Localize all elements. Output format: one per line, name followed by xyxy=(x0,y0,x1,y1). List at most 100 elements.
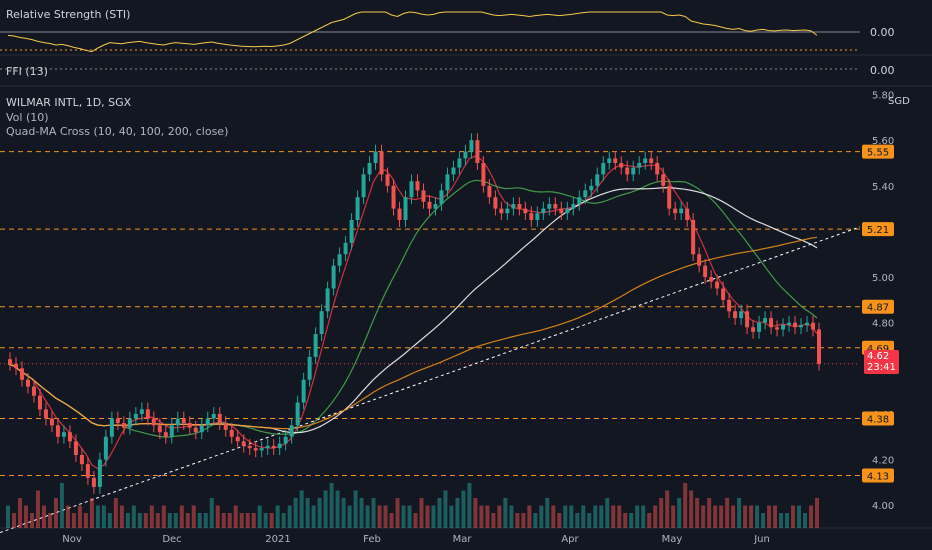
level-tag-label: 5.21 xyxy=(867,225,889,236)
quad-ma-indicator-label[interactable]: Quad-MA Cross (10, 40, 100, 200, close) xyxy=(6,125,229,138)
volume-bar xyxy=(521,513,526,528)
candle-body xyxy=(97,459,102,487)
candle-body xyxy=(109,418,114,437)
candle-body xyxy=(781,324,786,330)
candle-body xyxy=(205,418,210,426)
volume-bar xyxy=(323,490,328,528)
candle-body xyxy=(643,158,648,163)
volume-bar xyxy=(623,513,628,528)
candle-body xyxy=(559,208,564,214)
candle-body xyxy=(505,208,510,214)
volume-bar xyxy=(89,498,94,528)
candle-body xyxy=(775,327,780,330)
volume-bar xyxy=(173,513,178,528)
x-tick-label: 2021 xyxy=(265,534,290,545)
y-tick-label: 5.00 xyxy=(872,273,894,284)
volume-bar xyxy=(137,513,142,528)
candle-body xyxy=(673,208,678,214)
candle-body xyxy=(103,436,108,460)
candle-body xyxy=(37,395,42,410)
volume-bar xyxy=(467,483,472,528)
candle-body xyxy=(547,204,552,209)
candle-body xyxy=(13,363,18,369)
candle-body xyxy=(793,322,798,328)
volume-bar xyxy=(401,505,406,528)
volume-bar xyxy=(485,505,490,528)
volume-bar xyxy=(299,490,304,528)
volume-bar xyxy=(71,513,76,528)
level-tag xyxy=(862,468,894,483)
volume-bar xyxy=(593,505,598,528)
volume-bar xyxy=(599,505,604,528)
candle-body xyxy=(7,359,12,364)
volume-bar xyxy=(671,505,676,528)
volume-bar xyxy=(515,513,520,528)
volume-bar xyxy=(425,505,430,528)
volume-bar xyxy=(491,513,496,528)
x-tick-label: Dec xyxy=(162,534,181,545)
candle-body xyxy=(73,441,78,455)
volume-bar xyxy=(41,505,46,528)
candle-body xyxy=(811,322,816,330)
candle-body xyxy=(667,185,672,209)
volume-bar xyxy=(179,505,184,528)
candle-body xyxy=(541,208,546,214)
candle-body xyxy=(313,334,318,357)
volume-bar xyxy=(131,505,136,528)
volume-bar xyxy=(629,513,634,528)
rsi-label: Relative Strength (STI) xyxy=(6,8,131,21)
volume-bar xyxy=(65,505,70,528)
volume-bar xyxy=(617,505,622,528)
volume-bar xyxy=(281,513,286,528)
x-tick-label: May xyxy=(662,534,683,545)
vol-indicator-label[interactable]: Vol (10) xyxy=(6,111,49,124)
candle-body xyxy=(361,174,366,198)
candle-body xyxy=(247,445,252,449)
candle-body xyxy=(697,254,702,266)
level-tag-label: 4.38 xyxy=(867,415,889,426)
level-tag-label: 4.69 xyxy=(867,344,889,355)
candle-body xyxy=(721,288,726,300)
volume-bar xyxy=(611,505,616,528)
symbol-title[interactable]: WILMAR INTL, 1D, SGX xyxy=(6,96,132,109)
x-tick-label: Feb xyxy=(363,534,381,545)
volume-bar xyxy=(419,498,424,528)
candle-body xyxy=(607,158,612,163)
volume-bar xyxy=(359,498,364,528)
volume-bar xyxy=(341,498,346,528)
candle-body xyxy=(727,299,732,312)
volume-bar xyxy=(815,498,819,528)
ma40-line xyxy=(7,179,818,438)
ffi-value: 0.00 xyxy=(870,64,895,77)
volume-bar xyxy=(293,498,298,528)
volume-bar xyxy=(773,505,778,528)
candle-body xyxy=(43,409,48,419)
candle-body xyxy=(271,445,276,449)
candle-body xyxy=(157,425,162,433)
candle-body xyxy=(511,204,516,209)
candle-body xyxy=(691,220,696,255)
candle-body xyxy=(703,265,708,278)
candle-body xyxy=(253,448,258,451)
volume-bar xyxy=(275,505,280,528)
candle-body xyxy=(217,413,222,424)
volume-bar xyxy=(317,498,322,528)
candle-body xyxy=(679,208,684,214)
candle-body xyxy=(733,311,738,319)
volume-bar xyxy=(215,505,220,528)
volume-bar xyxy=(605,498,610,528)
candle-body xyxy=(307,356,312,380)
volume-bar xyxy=(371,498,376,528)
candle-body xyxy=(517,204,522,209)
candle-body xyxy=(451,167,456,175)
volume-bar xyxy=(761,513,766,528)
candle-body xyxy=(625,167,630,175)
candle-body xyxy=(283,436,288,444)
candle-body xyxy=(85,464,90,478)
volume-bar xyxy=(683,483,688,528)
candle-body xyxy=(169,425,174,437)
candle-body xyxy=(457,158,462,168)
volume-bar xyxy=(527,505,532,528)
